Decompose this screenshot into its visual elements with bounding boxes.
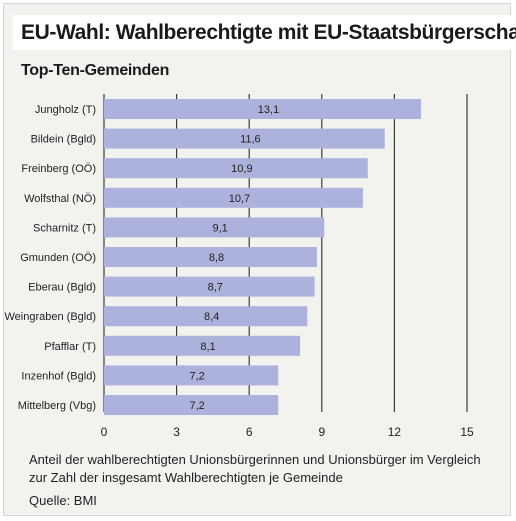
category-label: Mittelberg (Vbg) [18, 400, 96, 412]
value-label: 8,1 [200, 341, 215, 353]
x-tick-label: 15 [460, 425, 474, 439]
value-label: 10,9 [231, 163, 252, 175]
category-label: Wolfsthal (NÖ) [24, 193, 96, 205]
bar [104, 306, 308, 327]
bar [104, 365, 279, 386]
category-label: Freinberg (OÖ) [21, 163, 96, 175]
bar [104, 128, 385, 149]
x-tick-label: 9 [318, 425, 325, 439]
chart-panel: EU-Wahl: Wahlberechtigte mit EU-Staatsbü… [3, 3, 516, 516]
category-label: Bildein (Bgld) [31, 134, 96, 146]
value-label: 9,1 [212, 222, 227, 234]
category-label: Weingraben (Bgld) [4, 311, 96, 323]
value-label: 8,7 [208, 282, 223, 294]
x-tick-label: 3 [173, 425, 180, 439]
chart-title: EU-Wahl: Wahlberechtigte mit EU-Staatsbü… [13, 15, 516, 50]
value-label: 10,7 [229, 193, 250, 205]
bar [104, 158, 368, 179]
category-label: Pfafflar (T) [44, 341, 96, 353]
chart-footnote: Anteil der wahlberechtigten Unionsbürger… [29, 452, 481, 485]
value-label: 8,4 [204, 311, 219, 323]
x-axis-ticks: 0 3 6 9 12 15 [101, 425, 474, 439]
bar [104, 217, 325, 238]
bar [104, 276, 315, 297]
bar [104, 247, 317, 267]
x-tick-label: 12 [388, 425, 402, 439]
category-label: Jungholz (T) [35, 104, 96, 116]
bars [104, 99, 422, 415]
category-label: Eberau (Bgld) [28, 282, 96, 294]
value-label: 7,2 [189, 370, 204, 382]
x-tick-label: 6 [246, 425, 253, 439]
value-label: 13,1 [258, 104, 279, 116]
bar [104, 187, 363, 208]
bar [104, 99, 422, 119]
value-label: 11,6 [240, 134, 261, 146]
category-labels: Jungholz (T) Bildein (Bgld) Freinberg (OÖ)… [4, 104, 96, 412]
bar [104, 395, 279, 415]
category-label: Scharnitz (T) [33, 222, 96, 234]
chart-subtitle: Top-Ten-Gemeinden [21, 62, 170, 79]
value-labels: 13,1 11,6 10,9 10,7 9,1 8,8 8,7 8,4 8,1 7,2 7,2 [189, 104, 279, 412]
category-label: Gmunden (OÖ) [20, 252, 96, 264]
category-label: Inzenhof (Bgld) [21, 370, 96, 382]
chart-source: Quelle: BMI [29, 493, 97, 508]
x-tick-label: 0 [101, 425, 108, 439]
bar [104, 335, 301, 356]
value-label: 7,2 [189, 400, 204, 412]
value-label: 8,8 [209, 252, 224, 264]
